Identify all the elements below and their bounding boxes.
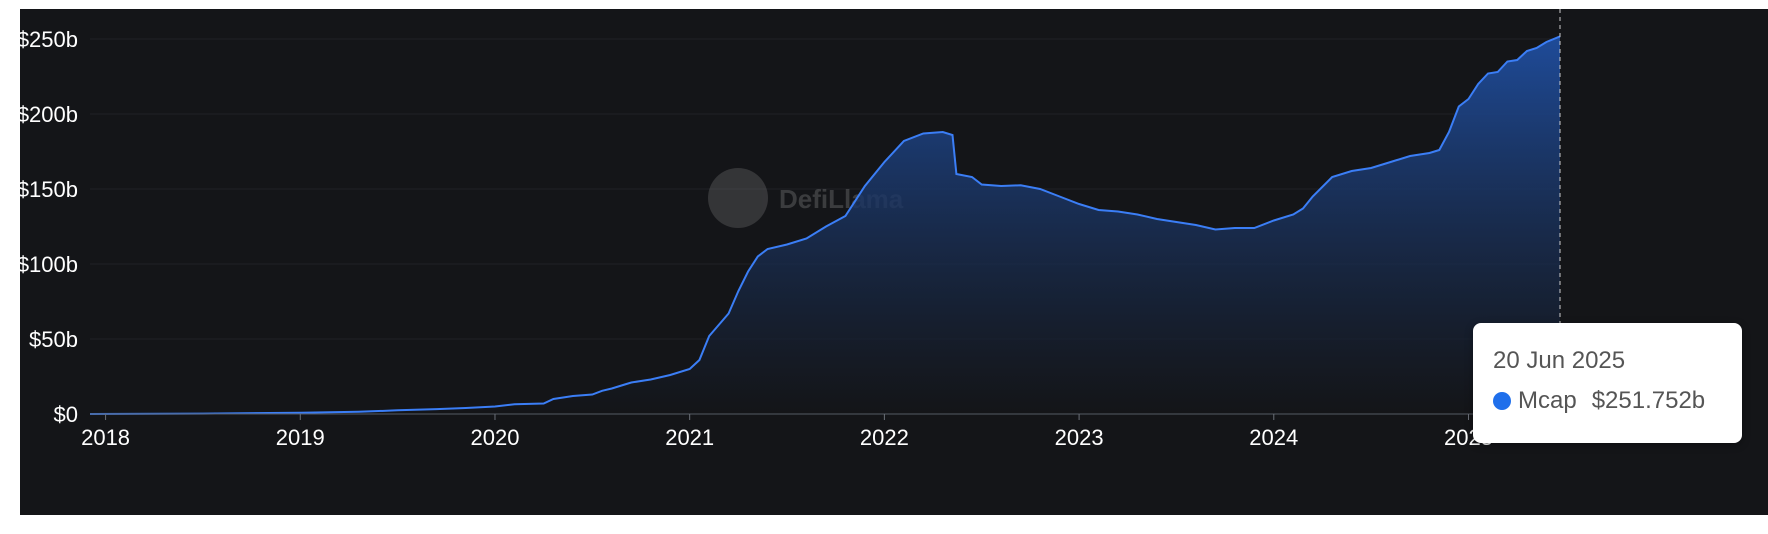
y-tick-label: $150b [20, 177, 78, 202]
series-dot-icon [1493, 392, 1511, 410]
x-tick-label: 2024 [1249, 425, 1298, 450]
x-tick-label: 2020 [471, 425, 520, 450]
chart-panel: DefiLlama $0 $50b $100b $150b $200b $250b 201… [20, 9, 1768, 515]
y-tick-label: $250b [20, 27, 78, 52]
y-tick-label: $200b [20, 102, 78, 127]
llama-logo-icon [708, 168, 768, 228]
tooltip-series-label: Mcap [1518, 387, 1577, 414]
x-tick-label: 2023 [1055, 425, 1104, 450]
mcap-area-fill [90, 36, 1560, 415]
tooltip-series-row: Mcap $251.752b [1493, 387, 1705, 415]
y-tick-label: $100b [20, 252, 78, 277]
tooltip-value: $251.752b [1591, 387, 1706, 414]
x-tick-label: 2022 [860, 425, 909, 450]
y-tick-label: $0 [54, 402, 78, 427]
mcap-series-line [89, 35, 1561, 415]
tooltip: 20 Jun 2025 Mcap $251.752b [1473, 323, 1742, 443]
x-tick-label: 2018 [81, 425, 130, 450]
y-axis: $0 $50b $100b $150b $200b $250b [20, 27, 78, 427]
y-tick-label: $50b [29, 327, 78, 352]
x-tick-label: 2019 [276, 425, 325, 450]
x-tick-label: 2021 [665, 425, 714, 450]
x-axis: 2018 2019 2020 2021 2022 2023 2024 2025 [81, 414, 1493, 450]
tooltip-date: 20 Jun 2025 [1493, 347, 1626, 374]
